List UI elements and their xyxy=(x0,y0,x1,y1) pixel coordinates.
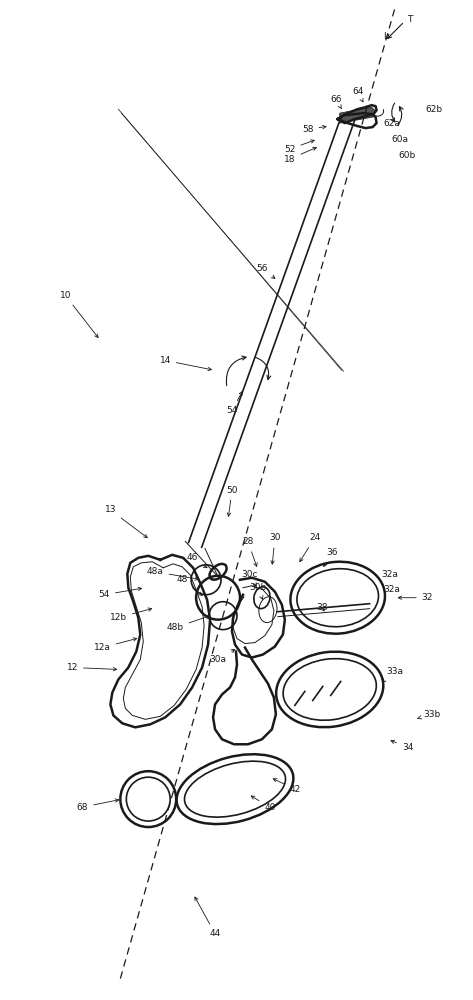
Text: 30: 30 xyxy=(269,533,280,564)
Text: 48b: 48b xyxy=(166,615,210,632)
Text: T: T xyxy=(408,15,413,24)
Text: 44: 44 xyxy=(195,897,221,938)
Text: 68: 68 xyxy=(77,799,119,812)
Text: 34: 34 xyxy=(391,740,413,752)
Text: 18: 18 xyxy=(284,147,316,164)
Text: 32a: 32a xyxy=(383,585,400,594)
Text: 62b: 62b xyxy=(426,105,443,114)
Text: 30c: 30c xyxy=(242,570,258,586)
Polygon shape xyxy=(340,107,376,123)
Text: 42: 42 xyxy=(273,779,300,794)
Text: 48a: 48a xyxy=(147,567,199,580)
Text: I: I xyxy=(383,32,386,41)
Text: 60b: 60b xyxy=(399,151,416,160)
Text: 33a: 33a xyxy=(382,667,403,682)
Text: 66: 66 xyxy=(330,95,342,109)
Text: 12a: 12a xyxy=(94,638,137,652)
Text: 60a: 60a xyxy=(391,135,408,144)
Text: 24: 24 xyxy=(300,533,320,562)
Text: 58: 58 xyxy=(302,125,326,134)
Text: 32: 32 xyxy=(398,593,433,602)
Text: 32a: 32a xyxy=(381,570,398,579)
Text: 40: 40 xyxy=(251,796,276,812)
Text: 54: 54 xyxy=(226,392,242,415)
Text: 12: 12 xyxy=(67,663,117,672)
Text: 52: 52 xyxy=(284,140,314,154)
Text: 30a: 30a xyxy=(210,649,235,664)
Text: 48: 48 xyxy=(176,575,202,595)
Text: 56: 56 xyxy=(256,264,275,278)
Text: 12b: 12b xyxy=(110,608,152,622)
Text: 50: 50 xyxy=(226,486,238,516)
Text: 62a: 62a xyxy=(383,119,400,128)
Text: 46: 46 xyxy=(186,553,207,568)
Text: 14: 14 xyxy=(159,356,211,371)
Text: 36: 36 xyxy=(324,548,337,567)
Text: 28: 28 xyxy=(242,537,257,566)
Text: 64: 64 xyxy=(352,87,363,102)
Text: 13: 13 xyxy=(105,505,147,538)
Text: 33b: 33b xyxy=(417,710,440,719)
Text: 38: 38 xyxy=(316,603,327,612)
Text: 54: 54 xyxy=(99,587,141,599)
Text: 30b: 30b xyxy=(249,583,267,599)
Text: 10: 10 xyxy=(60,291,98,338)
